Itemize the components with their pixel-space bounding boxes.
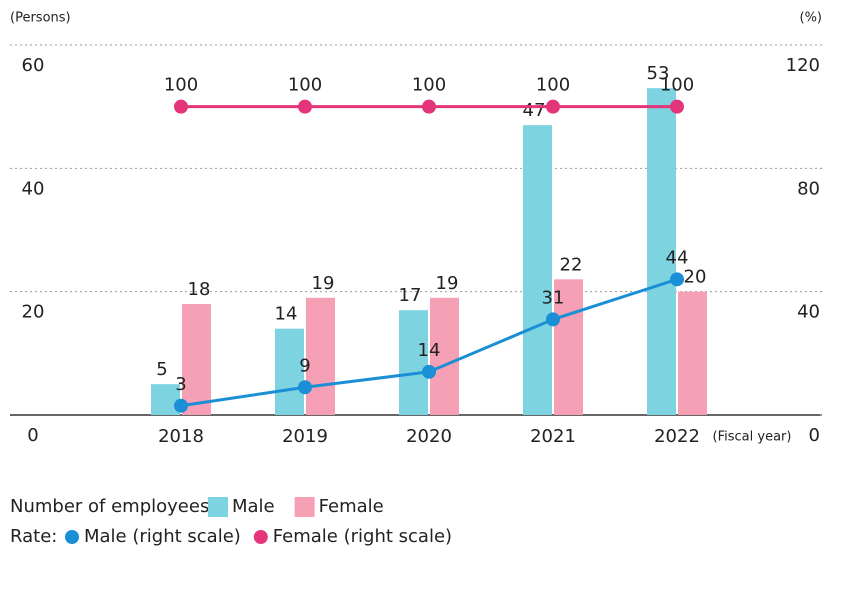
bar [151,384,180,415]
y-tick-label: 20 [22,302,45,323]
x-tick-label: 2019 [282,426,328,447]
line-point [174,99,188,114]
bar-value-label: 20 [684,267,707,288]
line-value-label: 3 [175,374,186,395]
line-value-label: 100 [164,75,198,96]
bar [523,125,552,416]
line-point [174,398,188,413]
line-value-label: 44 [666,247,689,268]
line-value-label: 100 [660,75,694,96]
bar [430,297,459,415]
y2-tick-label: 0 [809,425,820,446]
bar [182,304,211,415]
bar-value-label: 5 [156,359,167,380]
line-value-label: 100 [536,75,570,96]
bar-value-label: 18 [188,279,211,300]
x-tick-label: 2021 [530,426,576,447]
x-tick-label: 2022 [654,426,700,447]
legend-swatch [294,497,315,517]
line-point [422,364,436,379]
bar-value-label: 14 [275,304,298,325]
bar [554,279,583,415]
y2-axis-label: (%) [800,11,823,26]
line-value-label: 100 [288,75,322,96]
legend-swatch [208,497,228,517]
bar-value-label: 22 [560,254,583,275]
y-axis-label: (Persons) [10,11,71,26]
line-point [546,312,560,327]
line-value-label: 100 [412,75,446,96]
line-point [546,99,560,114]
legend-label: Female (right scale) [273,526,452,547]
legend-swatch [65,530,79,544]
line-point [298,380,312,395]
line-value-label: 31 [542,287,565,308]
line-point [670,272,684,287]
legend-label: Male [232,496,275,517]
line-point [422,99,436,114]
y-tick-label: 40 [22,178,45,199]
y-tick-label: 60 [22,55,45,76]
bar-value-label: 53 [647,63,670,84]
bar [399,310,428,415]
bar [647,88,676,416]
y2-tick-label: 80 [797,178,820,199]
x-tick-label: 2020 [406,426,452,447]
line-value-label: 14 [418,340,441,361]
bar [275,328,304,415]
bar-value-label: 19 [436,273,459,294]
bar-value-label: 17 [399,285,422,306]
bar [678,291,707,415]
legend-title: Rate: [10,526,57,547]
legend-title: Number of employees: [10,496,215,517]
line-point [670,99,684,114]
bar-value-label: 47 [523,100,546,121]
legend-label: Male (right scale) [84,526,241,547]
line-value-label: 9 [299,355,310,376]
y2-tick-label: 120 [786,55,820,76]
bar-value-label: 19 [312,273,335,294]
y2-tick-label: 40 [797,302,820,323]
bar [306,297,335,415]
legend-swatch [253,530,268,544]
x-tick-label: 2018 [158,426,204,447]
legend-label: Female [319,496,384,517]
line-point [298,99,312,114]
x-axis-label: (Fiscal year) [713,430,792,445]
y-tick-label: 0 [27,425,38,446]
